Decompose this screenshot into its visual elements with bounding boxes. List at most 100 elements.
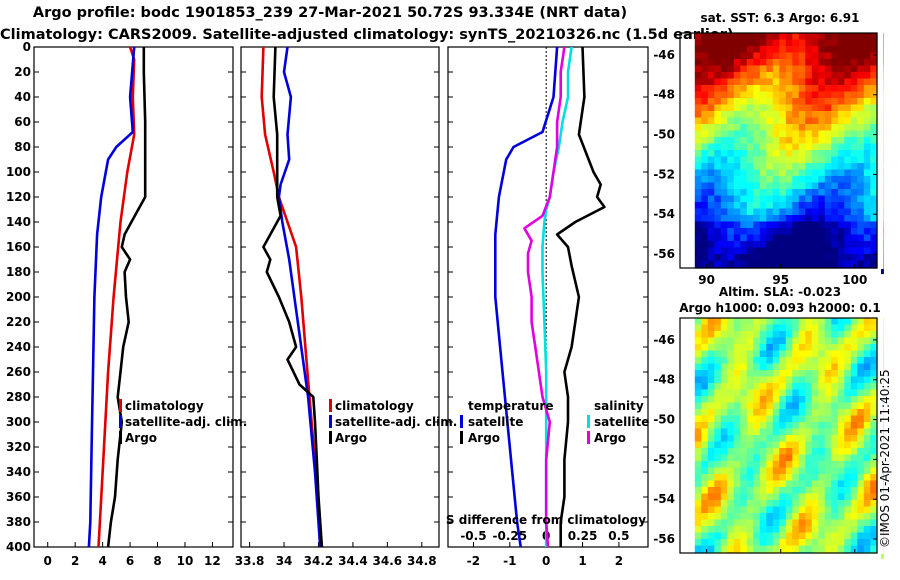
x-tick-label: 8 <box>153 554 161 568</box>
depth-tick-label: 300 <box>6 415 31 429</box>
depth-tick-label: 260 <box>6 365 31 379</box>
sla-heatmap-image <box>694 318 884 560</box>
salinity-panel-frame <box>240 46 440 548</box>
lat-tick-label: -56 <box>653 247 675 261</box>
depth-tick-label: 140 <box>6 215 31 229</box>
lat-tick-label: -46 <box>653 48 675 62</box>
salinity-series-argo <box>262 47 324 547</box>
depth-tick-label: 160 <box>6 240 31 254</box>
legend-label-satellite: satellite-adj. clim. <box>125 415 247 429</box>
legend-swatch-temp-satellite <box>460 415 463 428</box>
x-tick-label: 12 <box>204 554 221 568</box>
depth-tick-label: 180 <box>6 265 31 279</box>
x-tick-label: 34.2 <box>304 554 334 568</box>
lon-tick-label: 100 <box>842 273 867 287</box>
legend-label-climatology: climatology <box>335 399 414 413</box>
map-edge-mask <box>680 268 881 276</box>
depth-tick-label: 40 <box>14 90 31 104</box>
lat-tick-label: -54 <box>653 492 675 506</box>
lat-tick-label: -54 <box>653 207 675 221</box>
x-tick-label: 6 <box>126 554 134 568</box>
lat-tick-label: -48 <box>653 373 675 387</box>
lat-tick-label: -46 <box>653 333 675 347</box>
difference-series-salinity-argo <box>523 47 566 547</box>
salinity-legend: climatology satellite-adj. clim. Argo <box>329 399 457 445</box>
depth-tick-label: 60 <box>14 115 31 129</box>
x-tick-label: 33.8 <box>235 554 265 568</box>
legend-label-sal-satellite: satellite <box>594 415 649 429</box>
salinity-series-climatology <box>260 47 322 547</box>
x-tick-label: -2 <box>467 554 480 568</box>
map-edge-mask <box>877 317 884 554</box>
sla-map-frame <box>679 317 878 554</box>
depth-tick-label: 80 <box>14 140 31 154</box>
legend-label-argo: Argo <box>125 431 157 445</box>
x-tick-label: 34.4 <box>338 554 368 568</box>
x-tick-label: 34 <box>276 554 293 568</box>
difference-series-temperature-satellite <box>493 47 559 547</box>
difference-series-temperature-argo <box>555 47 606 547</box>
x-tick-label: 2 <box>615 554 623 568</box>
sst-map-title: sat. SST: 6.3 Argo: 6.91 <box>700 11 860 25</box>
depth-tick-label: 100 <box>6 165 31 179</box>
depth-tick-label: 320 <box>6 440 31 454</box>
imos-timestamp: ©IMOS 01-Apr-2021 11:40:25 <box>878 369 892 548</box>
legend-swatch-sal-satellite <box>587 415 590 428</box>
legend-label-temp-argo: Argo <box>468 431 500 445</box>
s-difference-tick-label: -0.5 <box>460 529 486 543</box>
legend-swatch-argo <box>329 431 332 444</box>
sla-map-title-line1: Altim. SLA: -0.023 <box>718 285 842 299</box>
map-edge-mask <box>680 553 881 561</box>
temperature-legend: climatology satellite-adj. clim. Argo <box>119 399 247 445</box>
depth-tick-label: 340 <box>6 465 31 479</box>
lon-tick-label: 90 <box>698 273 715 287</box>
s-difference-xlabel: S difference from climatology <box>446 513 646 527</box>
legend-header-salinity: salinity <box>594 399 644 413</box>
map-edge-mask <box>877 32 884 269</box>
x-tick-label: 2 <box>71 554 79 568</box>
lat-tick-label: -56 <box>653 532 675 546</box>
s-difference-tick-label: -0.25 <box>493 529 528 543</box>
legend-label-argo: Argo <box>335 431 367 445</box>
depth-tick-label: 120 <box>6 190 31 204</box>
x-tick-label: 34.8 <box>407 554 437 568</box>
legend-swatch-temp-argo <box>460 431 463 444</box>
legend-label-climatology: climatology <box>125 399 204 413</box>
depth-tick-label: 360 <box>6 490 31 504</box>
figure-title-line1: Argo profile: bodc 1901853_239 27-Mar-20… <box>32 5 628 21</box>
x-tick-label: 1 <box>578 554 586 568</box>
legend-label-sal-argo: Argo <box>594 431 626 445</box>
legend-header-temperature: temperature <box>468 399 553 413</box>
depth-tick-label: 0 <box>23 40 31 54</box>
s-difference-tick-label: 0.25 <box>568 529 598 543</box>
temperature-series-climatology <box>97 47 136 547</box>
depth-tick-label: 380 <box>6 515 31 529</box>
difference-series-salinity-satellite <box>541 47 573 547</box>
legend-swatch-climatology <box>119 399 122 412</box>
x-tick-label: 34.6 <box>373 554 403 568</box>
temperature-series-argo <box>106 47 147 547</box>
depth-tick-label: 240 <box>6 340 31 354</box>
lat-tick-label: -50 <box>653 128 675 142</box>
map-layer: -46 -48 -50 -52 -54 -56 90 95 100 -46 -48 -50 -52 -54… <box>653 32 884 561</box>
sst-map-frame <box>679 32 878 269</box>
x-tick-label: 10 <box>177 554 194 568</box>
lat-tick-label: -52 <box>653 167 675 181</box>
sla-map-title-line2: Argo h1000: 0.093 h2000: 0.1 <box>679 301 881 315</box>
figure-title-line2: Climatology: CARS2009. Satellite-adjuste… <box>0 27 734 43</box>
lat-tick-label: -48 <box>653 88 675 102</box>
lat-tick-label: -50 <box>653 413 675 427</box>
legend-label-temp-satellite: satellite <box>468 415 523 429</box>
legend-label-satellite: satellite-adj. clim. <box>335 415 457 429</box>
difference-legend: temperature satellite Argo salinity sate… <box>446 399 649 527</box>
depth-tick-label: 280 <box>6 390 31 404</box>
depth-tick-label: 220 <box>6 315 31 329</box>
legend-swatch-satellite <box>119 415 122 428</box>
temperature-series-satellite-adj-clim- <box>87 47 136 547</box>
x-tick-label: 4 <box>98 554 106 568</box>
depth-tick-label: 400 <box>6 540 31 554</box>
difference-panel-frame <box>447 46 649 548</box>
depth-tick-label: 20 <box>14 65 31 79</box>
lon-tick-label: 95 <box>772 273 789 287</box>
